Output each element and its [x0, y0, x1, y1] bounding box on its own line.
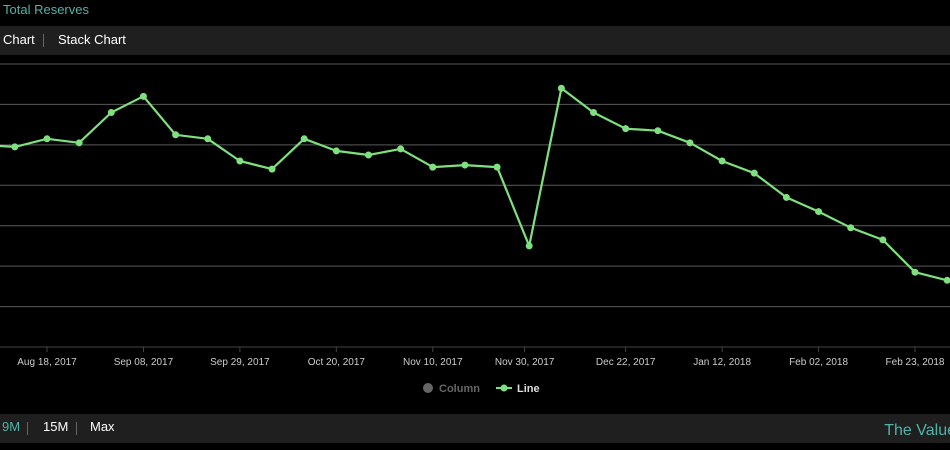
line-chart: Aug 18, 2017 Sep 08, 2017 Sep 29, 2017 Oct … — [0, 63, 950, 395]
data-point — [654, 127, 662, 135]
x-tick-label: Aug 18, 2017 — [17, 357, 77, 368]
data-point — [879, 236, 887, 244]
x-tick-label: Sep 08, 2017 — [114, 357, 174, 368]
data-point — [557, 84, 565, 92]
data-point — [300, 135, 308, 143]
data-point — [139, 92, 147, 100]
range-15m-button[interactable]: 15M — [43, 419, 69, 434]
series-line — [0, 87, 948, 282]
data-point — [364, 151, 372, 159]
data-point — [718, 157, 726, 165]
data-point — [815, 208, 823, 216]
x-tick-label: Dec 22, 2017 — [596, 357, 656, 368]
data-point — [750, 169, 758, 177]
x-tick-label: Nov 30, 2017 — [495, 357, 555, 368]
data-point — [943, 276, 950, 284]
tab-divider — [43, 34, 44, 47]
page-title: Total Reserves — [3, 2, 89, 17]
data-point — [172, 131, 180, 139]
x-tick-label: Oct 20, 2017 — [308, 357, 366, 368]
data-point — [397, 145, 405, 153]
legend-column-label: Column — [439, 383, 480, 395]
legend-line-label: Line — [517, 383, 540, 395]
data-point — [782, 193, 790, 201]
data-point — [268, 165, 276, 173]
data-point — [493, 163, 501, 171]
data-point — [461, 161, 469, 169]
data-point — [847, 224, 855, 232]
range-divider — [27, 422, 28, 435]
tab-stack-chart[interactable]: Stack Chart — [58, 32, 126, 47]
x-tick-label: Jan 12, 2018 — [693, 357, 751, 368]
chart-type-bar: Chart Stack Chart — [0, 26, 950, 55]
legend-line-marker-dot — [500, 384, 508, 392]
data-point — [107, 109, 115, 117]
data-point — [204, 135, 212, 143]
data-point — [686, 139, 694, 147]
data-point — [525, 242, 533, 250]
range-selector-bar: 9M 15M Max — [0, 414, 950, 443]
x-tick-label: Feb 02, 2018 — [789, 357, 848, 368]
range-max-button[interactable]: Max — [90, 419, 115, 434]
data-point — [332, 147, 340, 155]
data-point — [590, 109, 598, 117]
x-tick-label: Nov 10, 2017 — [403, 357, 463, 368]
x-tick-label: Feb 23, 2018 — [886, 357, 945, 368]
legend-column-marker — [423, 383, 433, 393]
data-point — [236, 157, 244, 165]
tab-chart[interactable]: Chart — [3, 32, 35, 47]
brand-watermark: The Value — [884, 422, 950, 439]
data-point — [911, 268, 919, 276]
range-divider — [76, 422, 77, 435]
range-9m-button[interactable]: 9M — [2, 419, 21, 434]
data-point — [429, 163, 437, 171]
data-point — [43, 135, 51, 143]
data-point — [75, 139, 83, 147]
data-point — [11, 143, 19, 151]
data-point — [622, 125, 630, 133]
x-tick-label: Sep 29, 2017 — [210, 357, 270, 368]
